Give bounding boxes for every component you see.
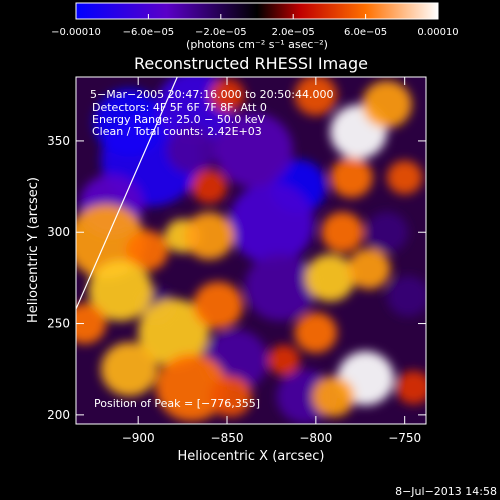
x-tick-label: −750 — [388, 431, 421, 445]
heatmap-blob — [214, 113, 293, 188]
x-tick-label: −800 — [299, 431, 332, 445]
heatmap-blob — [93, 88, 165, 157]
heatmap-blob — [209, 376, 252, 417]
heatmap-layer — [76, 77, 426, 424]
y-tick-label: 250 — [47, 317, 70, 331]
heatmap-blob — [294, 312, 338, 354]
heatmap-blob — [347, 248, 391, 290]
y-tick-label: 200 — [47, 408, 70, 422]
colorbar-tick-label: −6.0e−05 — [123, 27, 175, 38]
heatmap-blob — [362, 80, 412, 128]
heatmap-blob — [125, 230, 169, 271]
colorbar-tick-label: 0.00010 — [417, 27, 458, 38]
colorbar-unit-label: (photons cm⁻² s⁻¹ asec⁻²) — [186, 38, 328, 51]
heatmap-blob — [386, 160, 423, 195]
annotation-block: 5−Mar−2005 20:47:16.000 to 20:50:44.000 … — [90, 88, 334, 138]
y-axis-label: Heliocentric Y (arcsec) — [26, 177, 41, 323]
heatmap-blob — [156, 353, 227, 422]
heatmap-blob — [138, 298, 210, 367]
heatmap-blob — [321, 211, 364, 253]
colorbar-tick-label: 2.0e−05 — [272, 27, 315, 38]
colorbar: −0.00010 −6.0e−05 −2.0e−05 2.0e−05 6.0e−05 0.… — [51, 2, 459, 51]
heatmap-blob — [193, 281, 244, 329]
annotation-line: Detectors: 4F 5F 6F 7F 8F, Att 0 — [92, 101, 267, 114]
heatmap-blob — [88, 260, 153, 322]
heatmap-blob — [386, 275, 426, 317]
heatmap-blob — [184, 212, 235, 260]
x-tick-label: −900 — [122, 431, 155, 445]
y-tick-label: 350 — [47, 134, 70, 148]
colorbar-tick-label: −0.00010 — [51, 27, 101, 38]
chart-title: Reconstructed RHESSI Image — [134, 54, 368, 73]
heatmap-blob — [100, 342, 158, 397]
heatmap-blob — [365, 211, 409, 253]
solar-limb-line — [76, 77, 178, 310]
peak-position-label: Position of Peak = [−776,355] — [94, 397, 260, 410]
annotation-line: 5−Mar−2005 20:47:16.000 to 20:50:44.000 — [90, 88, 334, 101]
heatmap-blob — [267, 344, 300, 376]
colorbar-gradient — [76, 3, 438, 19]
heatmap-blob — [166, 126, 217, 174]
heatmap-blob — [244, 253, 316, 321]
heatmap-blob — [395, 370, 426, 405]
heatmap-blob — [305, 254, 355, 302]
heatmap-blob — [76, 204, 146, 279]
heatmap-blob — [191, 169, 227, 204]
heatmap-blob — [330, 157, 373, 198]
axis-ticks: −900 −850 −800 −750 200 250 300 350 — [47, 77, 426, 445]
plot-area: −900 −850 −800 −750 200 250 300 350 — [47, 76, 427, 445]
colorbar-tick-label: 6.0e−05 — [344, 27, 387, 38]
plot-frame — [75, 76, 427, 425]
colorbar-ticks: −0.00010 −6.0e−05 −2.0e−05 2.0e−05 6.0e−05 0.… — [51, 14, 459, 38]
heatmap-blob — [294, 77, 338, 116]
heatmap-blob — [228, 182, 314, 264]
colorbar-frame — [75, 2, 439, 20]
heatmap-blob — [209, 78, 245, 113]
heatmap-blob — [312, 376, 355, 417]
y-tick-label: 300 — [47, 225, 70, 239]
annotation-line: Clean / Total counts: 2.42E+03 — [92, 125, 262, 138]
x-tick-label: −850 — [211, 431, 244, 445]
colorbar-tick-label: −2.0e−05 — [195, 27, 247, 38]
heatmap-blob — [76, 303, 107, 344]
timestamp: 8−Jul−2013 14:58 — [395, 485, 497, 498]
x-axis-label: Heliocentric X (arcsec) — [178, 449, 325, 464]
annotation-line: Energy Range: 25.0 − 50.0 keV — [92, 113, 266, 126]
